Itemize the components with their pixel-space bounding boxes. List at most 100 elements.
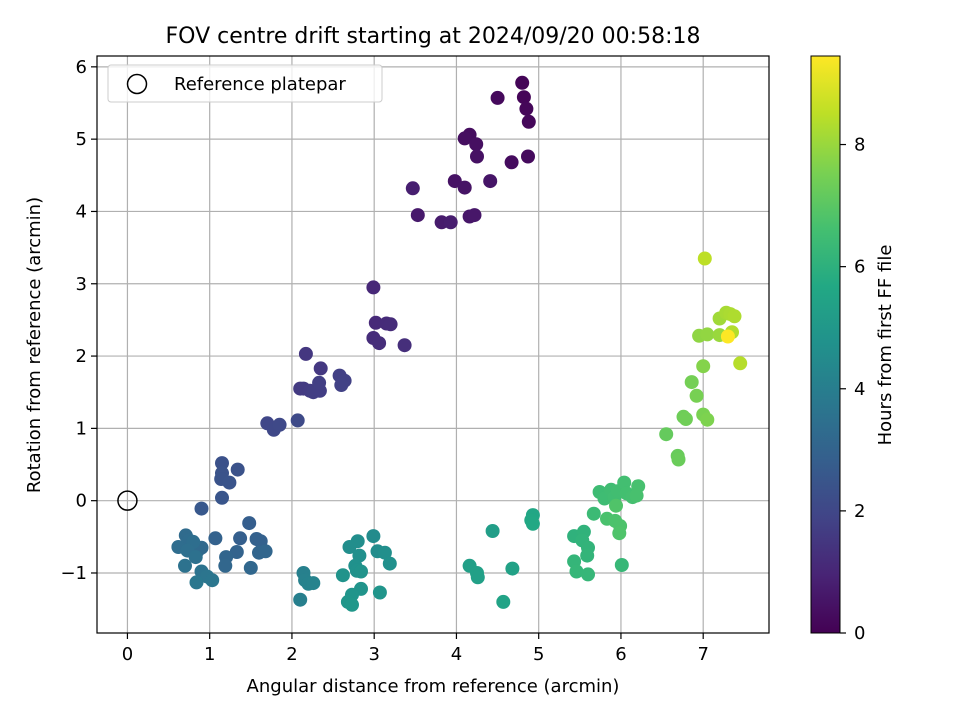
data-point	[470, 570, 485, 585]
data-point	[483, 174, 498, 189]
y-tick-label: 2	[76, 346, 87, 367]
data-point	[306, 576, 321, 591]
data-point	[609, 498, 623, 513]
data-point	[519, 101, 534, 116]
data-point	[397, 338, 412, 353]
data-point	[467, 208, 482, 223]
colorbar-ticks: 0 2 4 6 8	[840, 135, 865, 644]
data-point	[215, 490, 229, 505]
y-tick-label: 6	[76, 57, 87, 78]
colorbar-tick-label: 4	[854, 379, 865, 400]
data-point	[496, 594, 511, 609]
data-point	[242, 516, 257, 531]
data-point	[372, 336, 387, 351]
x-tick-label: 6	[615, 644, 626, 665]
data-point	[485, 524, 500, 538]
x-tick-label: 2	[286, 644, 297, 665]
data-point	[733, 356, 748, 371]
data-point	[684, 375, 699, 390]
y-axis-label: Rotation from reference (arcmin)	[24, 197, 45, 493]
data-point	[272, 417, 287, 432]
data-point	[521, 149, 535, 164]
data-point	[443, 215, 458, 230]
y-tick-label: 1	[76, 418, 87, 439]
data-point	[505, 561, 520, 576]
data-point	[293, 592, 308, 607]
data-point	[696, 359, 711, 374]
data-point	[205, 573, 220, 588]
data-point	[470, 149, 484, 164]
colorbar-tick-label: 0	[854, 623, 865, 644]
data-point	[218, 558, 233, 573]
colorbar-label: Hours from first FF file	[875, 245, 896, 446]
chart-title: FOV centre drift starting at 2024/09/20 …	[166, 24, 701, 49]
data-point	[368, 315, 383, 330]
reference-marker-group	[117, 490, 138, 511]
data-point	[410, 208, 425, 223]
data-point	[215, 456, 229, 471]
data-point	[290, 413, 305, 428]
data-point	[189, 575, 204, 590]
data-point	[504, 155, 519, 170]
x-tick-label: 5	[533, 644, 544, 665]
data-point	[243, 560, 258, 575]
data-point	[697, 251, 712, 266]
data-point	[614, 558, 629, 572]
colorbar-tick-label: 6	[854, 257, 865, 278]
data-point	[366, 280, 381, 295]
data-point	[313, 361, 328, 376]
data-point	[377, 545, 392, 560]
data-point	[178, 558, 192, 573]
data-point	[405, 181, 420, 196]
data-point	[208, 531, 223, 546]
data-point	[383, 317, 398, 332]
data-point	[490, 90, 505, 105]
colorbar-gradient	[810, 55, 841, 634]
legend: Reference platepar	[107, 64, 383, 103]
data-point	[586, 506, 601, 521]
data-point	[382, 556, 397, 571]
data-point	[372, 585, 387, 600]
data-point	[700, 327, 715, 342]
data-point	[580, 548, 595, 563]
data-point	[659, 427, 674, 442]
reference-platepar-marker	[117, 490, 138, 511]
data-point	[334, 378, 349, 392]
data-point	[229, 545, 244, 559]
colorbar-tick-label: 8	[854, 135, 865, 156]
data-point	[230, 462, 245, 477]
data-point	[700, 412, 715, 427]
data-point	[258, 544, 273, 559]
data-point	[521, 114, 536, 129]
y-tick-label: −1	[60, 563, 87, 584]
data-point	[366, 529, 381, 544]
data-point	[335, 568, 350, 583]
x-tick-label: 0	[122, 644, 133, 665]
data-point	[617, 475, 632, 490]
x-tick-label: 1	[204, 644, 215, 665]
colorbar-tick-label: 2	[854, 501, 865, 522]
data-point	[188, 550, 203, 565]
legend-marker-reference	[126, 73, 148, 95]
data-point	[612, 526, 627, 541]
y-tick-label: 5	[76, 129, 87, 150]
x-axis-label: Angular distance from reference (arcmin)	[247, 676, 620, 697]
data-point	[727, 309, 742, 324]
data-point	[298, 346, 313, 361]
data-points	[171, 75, 748, 612]
y-tick-label: 4	[76, 201, 87, 222]
x-tick-label: 7	[697, 644, 708, 665]
legend-entry-label: Reference platepar	[174, 74, 346, 95]
data-point	[447, 174, 462, 189]
grid-lines	[97, 56, 769, 633]
data-point	[457, 131, 472, 146]
data-point	[194, 501, 209, 516]
data-point	[689, 388, 704, 403]
y-tick-label: 0	[76, 491, 87, 512]
data-point	[569, 564, 584, 579]
legend-box	[107, 64, 383, 103]
data-point	[469, 137, 484, 152]
plot-frame	[96, 55, 770, 634]
